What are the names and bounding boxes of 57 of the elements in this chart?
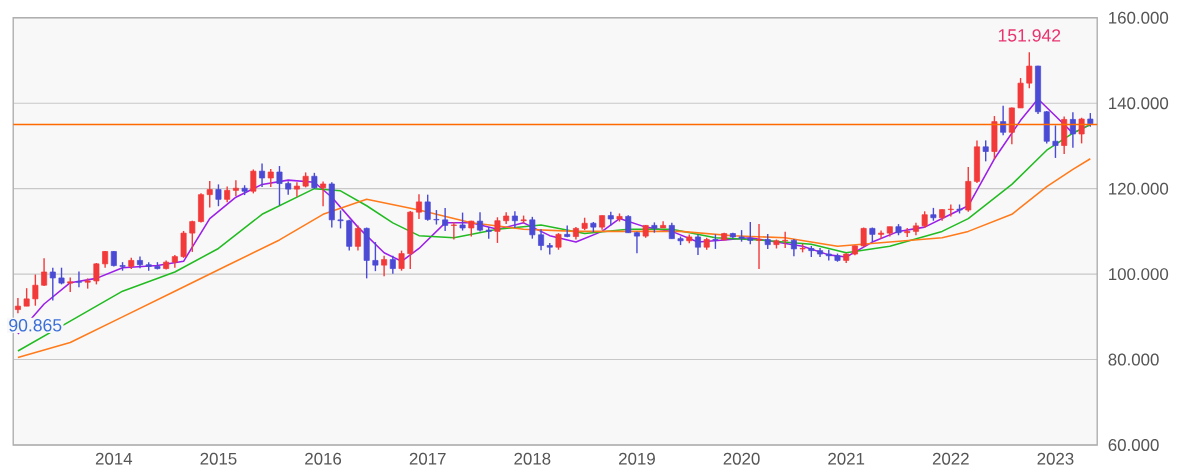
candlestick [41, 257, 48, 287]
candlestick [215, 183, 222, 207]
candlestick [450, 221, 457, 241]
x-tick-label: 2017 [409, 452, 446, 465]
candlestick [293, 181, 300, 198]
x-tick-label: 2015 [200, 452, 237, 465]
y-tick-label: 120.000 [1109, 182, 1169, 195]
candlestick [782, 231, 789, 249]
y-tick-label: 60.000 [1108, 439, 1159, 451]
candlestick [320, 180, 327, 207]
candlestick [416, 193, 422, 220]
candlestick [259, 162, 266, 188]
y-tick-label: 160.000 [1109, 11, 1169, 24]
candlestick [442, 207, 449, 232]
candlestick [538, 228, 545, 251]
candlestick [1069, 111, 1076, 149]
candlestick [49, 266, 56, 302]
x-tick-label: 2021 [828, 452, 865, 465]
x-tick-label: 2023 [1037, 452, 1074, 465]
candlestick [276, 165, 283, 207]
y-tick-label: 100.000 [1109, 268, 1169, 281]
candlestick [1078, 117, 1085, 145]
candlestick [747, 221, 754, 245]
candlestick [756, 223, 762, 270]
x-tick-label: 2018 [514, 452, 551, 465]
x-tick-label: 2020 [723, 452, 760, 465]
candlestick [14, 297, 21, 314]
candlestick [1026, 51, 1033, 89]
candlestick [1052, 124, 1059, 159]
candlestick [189, 220, 196, 253]
candlestick [206, 180, 213, 209]
candlestick [232, 179, 239, 197]
candlestick [180, 230, 187, 259]
candlestick [982, 139, 989, 163]
candlestick [381, 255, 388, 277]
candlestick [511, 210, 518, 229]
annotation: 151.942 [998, 29, 1061, 42]
candlestick [398, 249, 405, 272]
candlestick [372, 241, 379, 272]
candlestick [354, 224, 361, 252]
candlestick [529, 216, 536, 240]
y-tick-label: 80.000 [1108, 353, 1159, 366]
candlestick [32, 273, 39, 307]
candlestick [494, 216, 501, 244]
candlestick [75, 270, 82, 289]
x-tick-label: 2019 [619, 452, 655, 465]
candlestick [947, 203, 954, 218]
x-tick-label: 2022 [932, 452, 969, 465]
candlestick [93, 262, 100, 286]
candlestick [878, 229, 885, 240]
candlestick [695, 233, 701, 256]
candlestick [424, 193, 431, 222]
x-tick-label: 2016 [305, 452, 342, 465]
y-tick-label: 140.000 [1109, 97, 1169, 110]
annotation: 90.865 [9, 319, 62, 332]
x-tick-label: 2014 [95, 452, 133, 465]
candlestick [250, 168, 257, 195]
